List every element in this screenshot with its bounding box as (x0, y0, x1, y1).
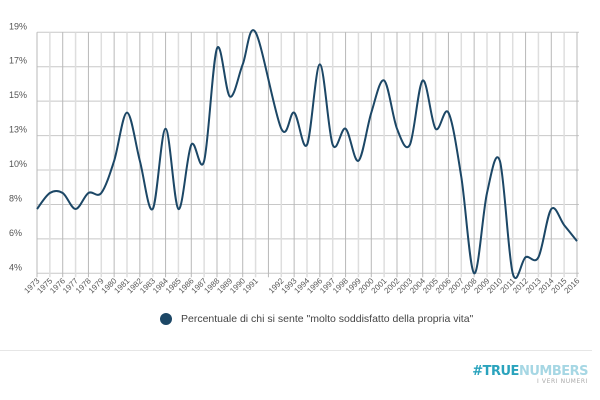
divider (0, 350, 592, 351)
line-chart: 4%6%8%10%13%15%17%19%1973197519761977197… (9, 21, 582, 295)
y-tick-label: 13% (9, 125, 27, 135)
x-tick-label: 2016 (562, 276, 581, 295)
y-tick-label: 8% (9, 193, 22, 203)
series-line (36, 29, 578, 279)
logo-true: #TRUE (472, 364, 519, 379)
legend-label: Percentuale di chi si sente "molto soddi… (181, 313, 474, 325)
y-tick-label: 19% (9, 21, 27, 31)
y-tick-label: 4% (9, 262, 22, 272)
legend-marker (160, 313, 172, 325)
y-tick-label: 10% (9, 159, 27, 169)
y-tick-label: 15% (9, 90, 27, 100)
x-tick-label: 1991 (241, 276, 260, 295)
truenumbers-logo: #TRUENUMBERS I VERI NUMERI (472, 365, 588, 385)
logo-tagline: I VERI NUMERI (536, 378, 588, 385)
logo-numbers: NUMBERS (518, 364, 589, 379)
y-tick-label: 6% (9, 228, 22, 238)
legend: Percentuale di chi si sente "molto soddi… (160, 313, 473, 325)
y-tick-label: 17% (9, 56, 27, 66)
